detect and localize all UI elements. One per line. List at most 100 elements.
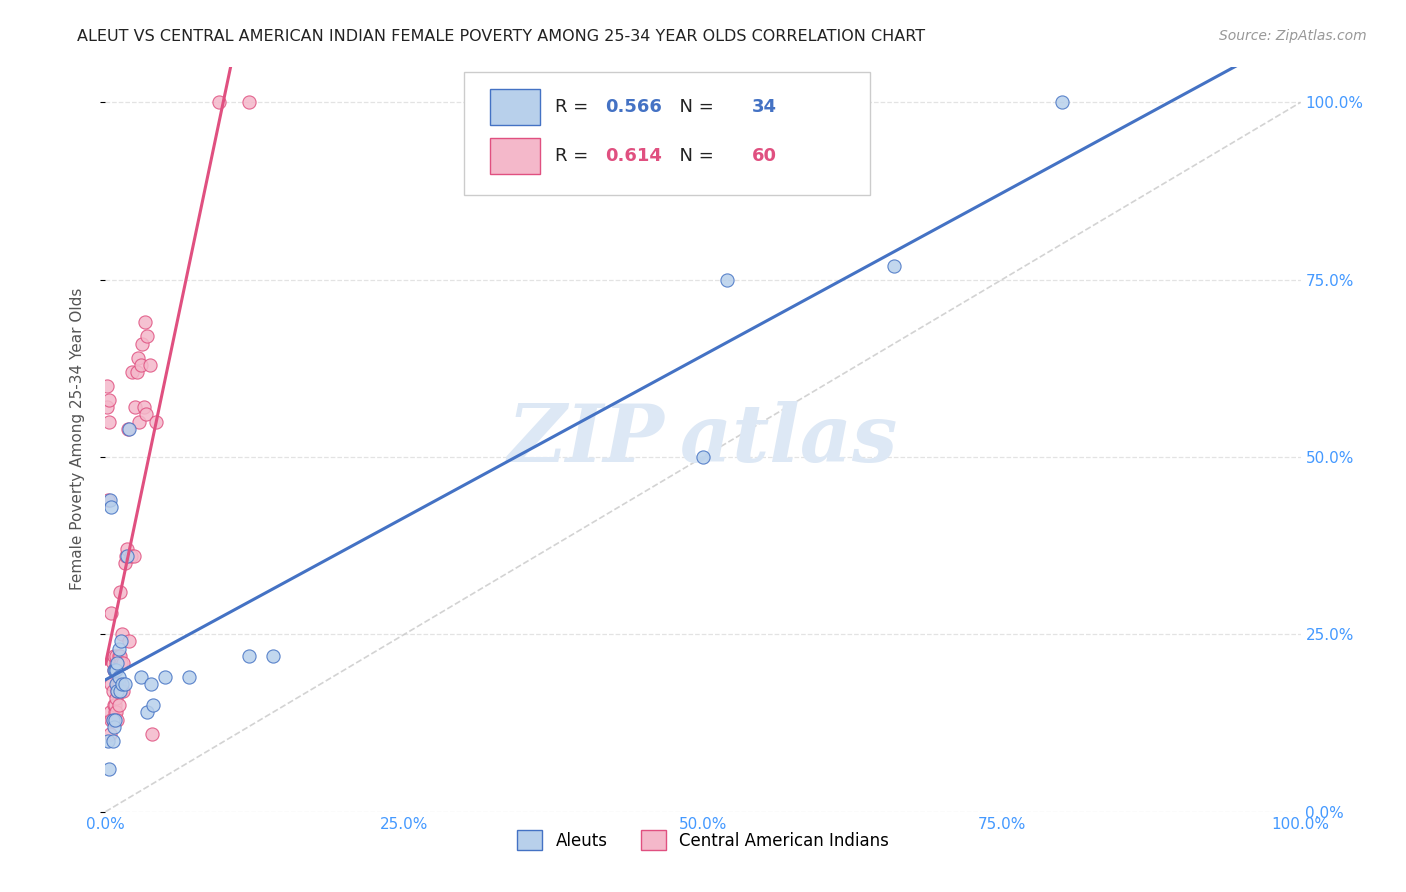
Legend: Aleuts, Central American Indians: Aleuts, Central American Indians — [510, 823, 896, 857]
Point — [98, 393, 121, 408]
Point — [101, 733, 124, 747]
Point — [98, 706, 121, 720]
Point — [138, 358, 160, 372]
Point — [120, 549, 142, 564]
Point — [104, 713, 127, 727]
Point — [105, 663, 128, 677]
Point — [114, 557, 136, 571]
Text: ALEUT VS CENTRAL AMERICAN INDIAN FEMALE POVERTY AMONG 25-34 YEAR OLDS CORRELATIO: ALEUT VS CENTRAL AMERICAN INDIAN FEMALE … — [77, 29, 925, 44]
Point — [127, 351, 149, 365]
Point — [883, 259, 905, 273]
Point — [135, 408, 157, 422]
Point — [112, 656, 135, 670]
Point — [98, 762, 121, 776]
Point — [96, 379, 118, 393]
Point — [101, 656, 124, 670]
Point — [132, 401, 155, 415]
Text: Source: ZipAtlas.com: Source: ZipAtlas.com — [1219, 29, 1367, 43]
Text: 0.614: 0.614 — [605, 147, 662, 165]
Point — [716, 273, 738, 287]
FancyBboxPatch shape — [464, 72, 870, 195]
Point — [103, 698, 125, 713]
Point — [118, 634, 141, 648]
Point — [141, 727, 163, 741]
Text: N =: N = — [668, 147, 720, 165]
Point — [104, 663, 127, 677]
Point — [104, 706, 127, 720]
Point — [114, 549, 136, 564]
Point — [111, 677, 134, 691]
Text: 60: 60 — [752, 147, 778, 165]
Point — [145, 415, 167, 429]
Point — [100, 606, 122, 620]
Point — [118, 422, 141, 436]
FancyBboxPatch shape — [491, 89, 540, 125]
Point — [115, 542, 138, 557]
Point — [1050, 95, 1073, 110]
Point — [103, 663, 125, 677]
Point — [107, 641, 129, 656]
Point — [97, 492, 120, 507]
Point — [136, 329, 159, 343]
FancyBboxPatch shape — [491, 138, 540, 174]
Point — [107, 713, 129, 727]
Point — [101, 713, 124, 727]
Point — [107, 698, 129, 713]
Point — [142, 698, 165, 713]
Point — [104, 698, 127, 713]
Point — [108, 648, 131, 663]
Point — [103, 720, 125, 734]
Point — [98, 415, 121, 429]
Point — [115, 549, 138, 564]
Point — [129, 670, 153, 684]
Point — [125, 365, 148, 379]
Point — [105, 677, 128, 691]
Point — [110, 656, 132, 670]
Point — [107, 670, 129, 684]
Point — [103, 648, 125, 663]
Y-axis label: Female Poverty Among 25-34 Year Olds: Female Poverty Among 25-34 Year Olds — [70, 288, 84, 591]
Text: N =: N = — [668, 98, 720, 116]
Text: 0.566: 0.566 — [605, 98, 662, 116]
Point — [139, 677, 162, 691]
Point — [100, 713, 122, 727]
Point — [128, 415, 150, 429]
Point — [238, 95, 260, 110]
Point — [129, 358, 153, 372]
Point — [108, 584, 131, 599]
Point — [103, 713, 125, 727]
Point — [107, 677, 129, 691]
Point — [114, 677, 136, 691]
Point — [111, 627, 134, 641]
Text: R =: R = — [555, 98, 593, 116]
Point — [100, 677, 122, 691]
Text: 34: 34 — [752, 98, 778, 116]
Point — [177, 670, 201, 684]
Point — [153, 670, 177, 684]
Point — [105, 706, 128, 720]
Text: R =: R = — [555, 147, 593, 165]
Point — [100, 500, 122, 514]
Point — [112, 684, 135, 698]
Point — [107, 656, 129, 670]
Point — [97, 733, 120, 747]
Point — [104, 663, 127, 677]
Point — [107, 648, 129, 663]
Point — [262, 648, 284, 663]
Point — [121, 365, 143, 379]
Point — [136, 706, 159, 720]
Point — [105, 656, 128, 670]
Point — [131, 336, 153, 351]
Point — [117, 422, 139, 436]
Point — [107, 684, 129, 698]
Point — [105, 691, 128, 706]
Point — [98, 727, 121, 741]
Point — [108, 684, 131, 698]
Point — [238, 648, 260, 663]
Point — [105, 648, 128, 663]
Point — [101, 713, 124, 727]
Point — [107, 677, 129, 691]
Point — [110, 634, 132, 648]
Point — [98, 492, 121, 507]
Point — [107, 684, 129, 698]
